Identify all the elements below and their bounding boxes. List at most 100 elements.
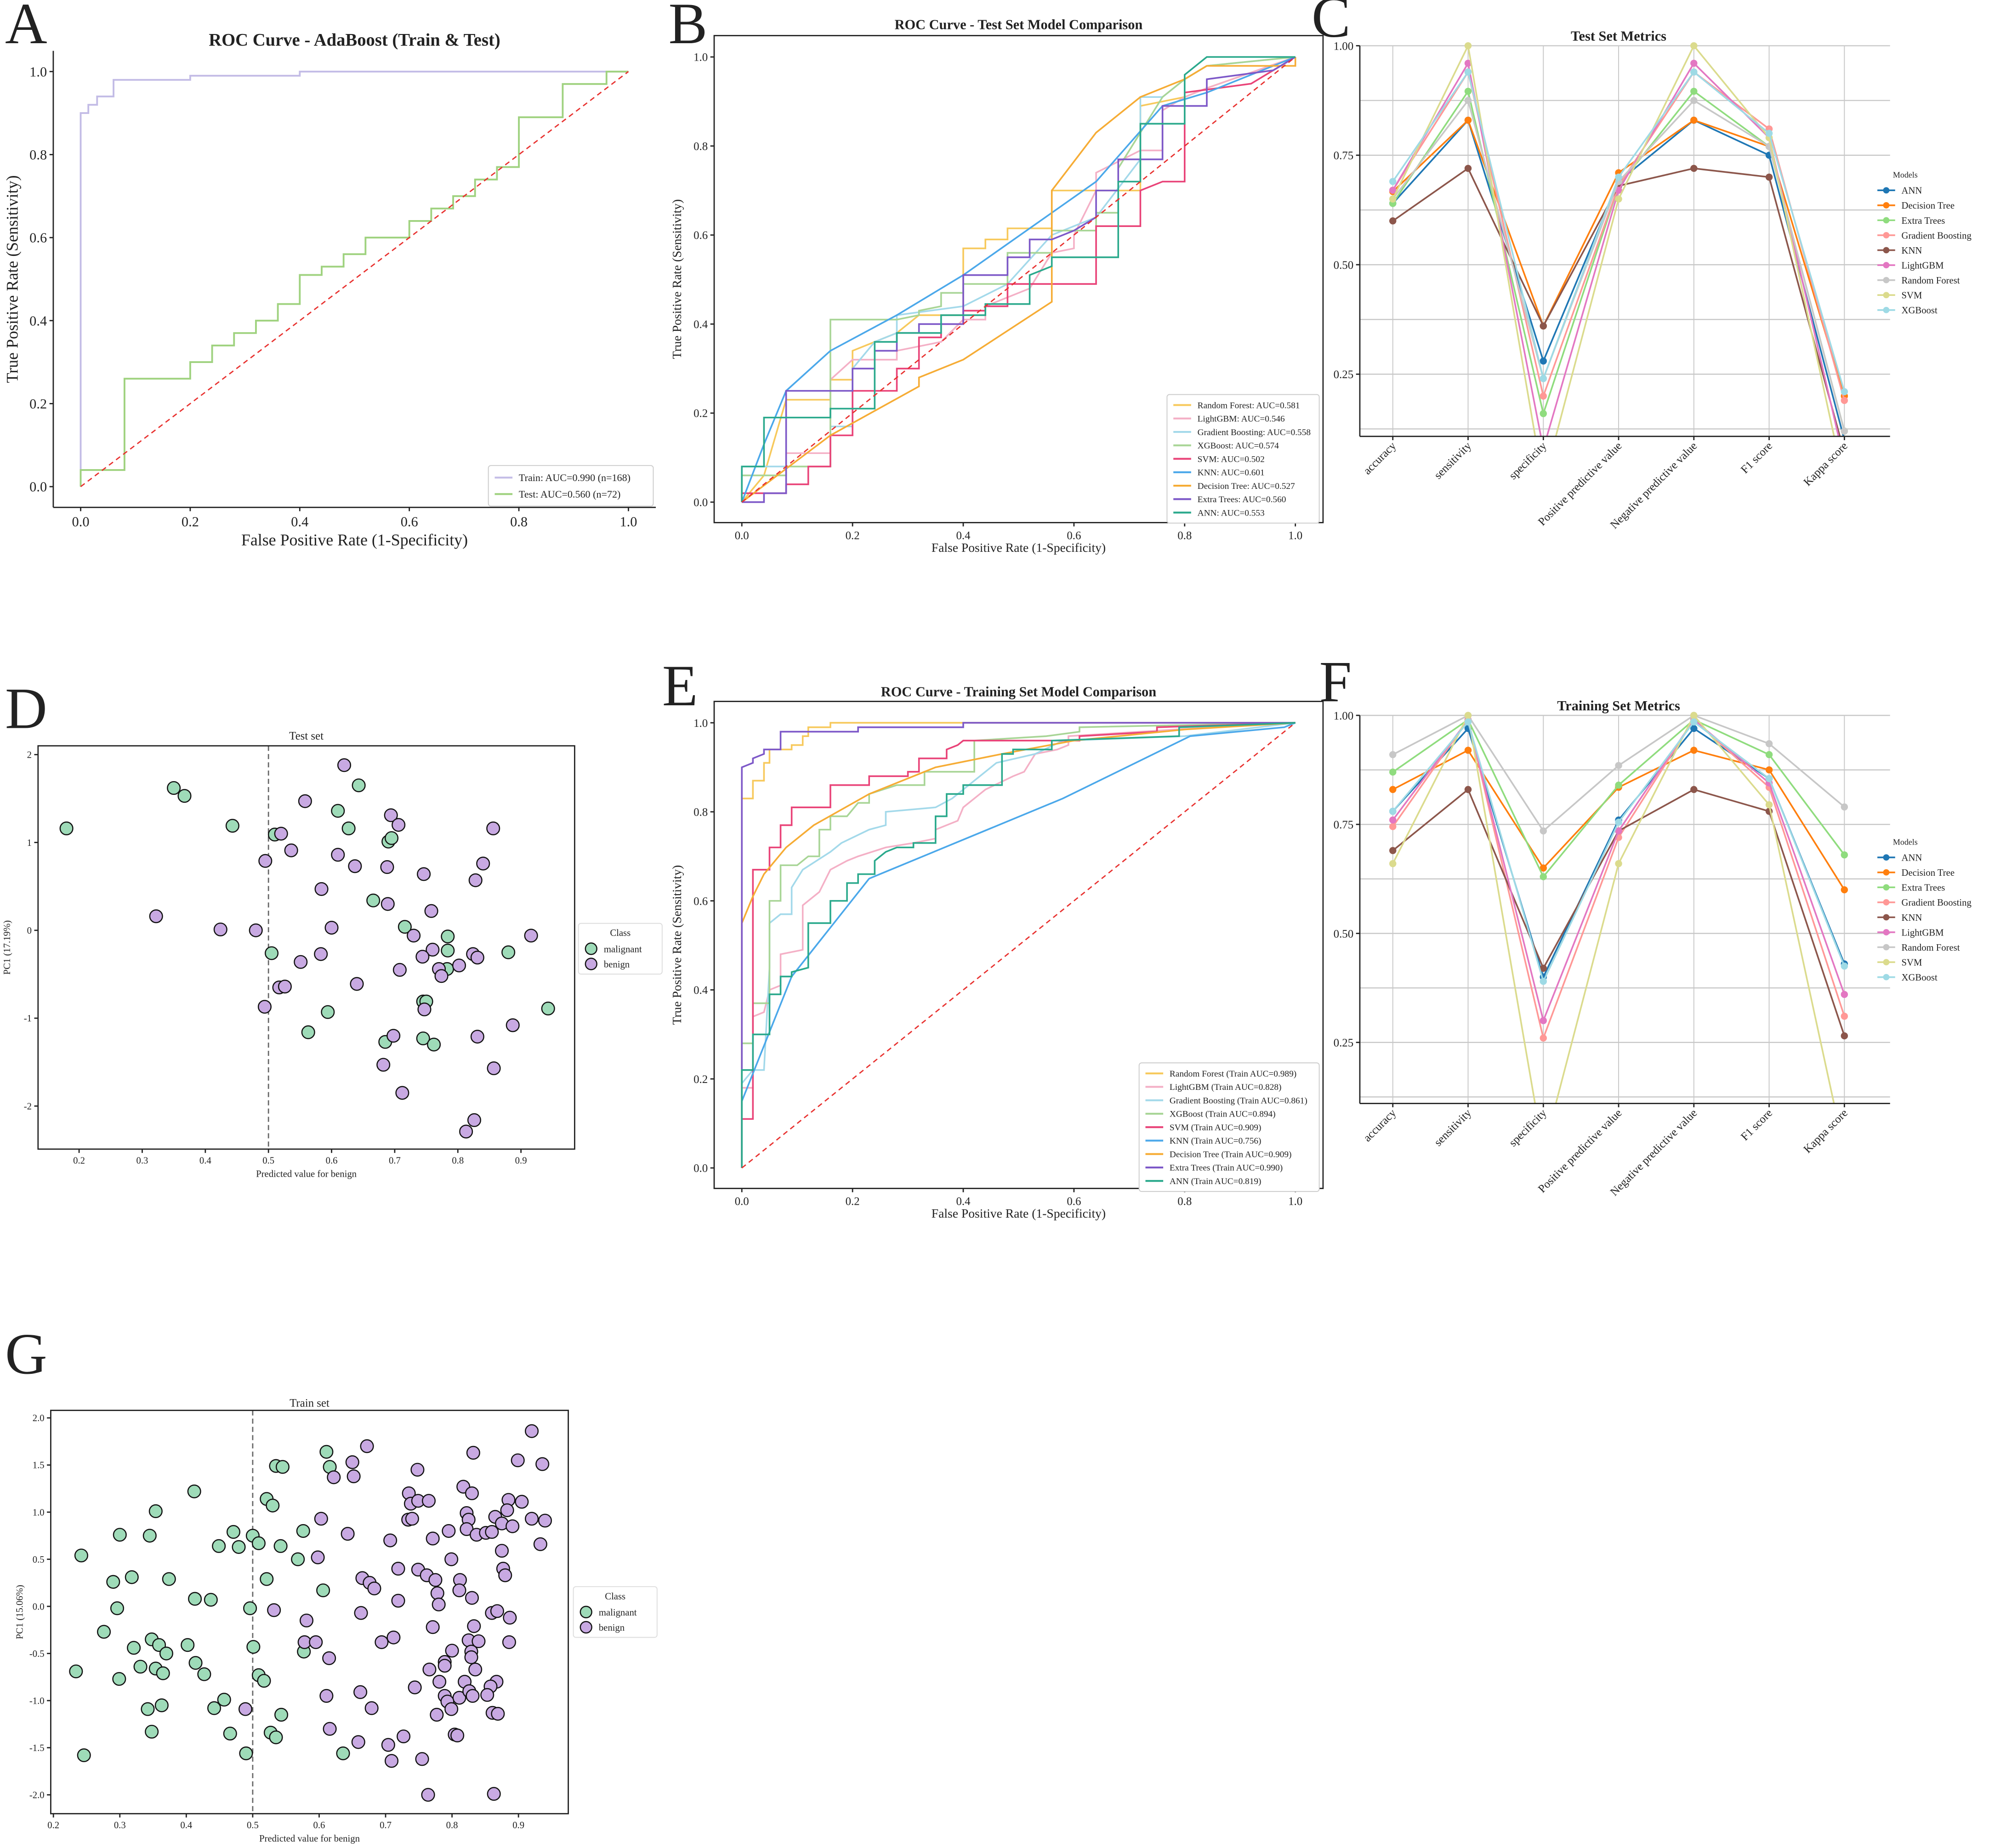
metric-point-decision-tree	[1464, 116, 1472, 124]
point-malignant	[212, 1539, 226, 1553]
metric-point-decision-tree	[1389, 786, 1397, 794]
x-tick-label: 0.4	[956, 529, 971, 542]
point-benign	[331, 848, 345, 862]
legend-label: Extra Trees	[1902, 883, 1945, 893]
point-malignant	[541, 1001, 555, 1016]
legend-marker	[1883, 232, 1890, 238]
x-tick-label: 0.0	[735, 1195, 749, 1207]
x-axis-label: Predicted value for benign	[259, 1834, 360, 1844]
roc-curve-svm	[741, 722, 1296, 1168]
y-tick-label: -1.0	[29, 1696, 45, 1706]
point-benign	[386, 1630, 401, 1644]
metric-point-decision-tree	[1464, 747, 1472, 754]
metric-point-lightgbm	[1841, 458, 1848, 465]
legend: Models ANN Decision Tree Extra Trees Gradien…	[1877, 837, 1972, 983]
y-tick-label: 0.6	[693, 229, 708, 242]
point-benign	[511, 1453, 525, 1468]
point-benign	[421, 1788, 435, 1802]
y-axis-label: True Positive Rate (Sensitivity)	[3, 175, 22, 383]
legend-label: Train: AUC=0.990 (n=168)	[519, 472, 631, 483]
point-benign	[314, 1512, 328, 1526]
panel-label: G	[5, 1322, 47, 1386]
point-benign	[468, 1662, 483, 1677]
point-benign	[415, 1752, 429, 1766]
point-benign	[348, 859, 362, 873]
point-malignant	[181, 1638, 195, 1652]
legend-label: Test: AUC=0.560 (n=72)	[519, 488, 620, 500]
point-benign	[238, 1702, 253, 1716]
x-axis-label: False Positive Rate (1-Specificity)	[932, 1206, 1106, 1220]
point-benign	[341, 1527, 355, 1541]
legend: Random Forest (Train AUC=0.989) LightGBM …	[1138, 1062, 1320, 1192]
point-benign	[480, 1688, 494, 1702]
point-benign	[426, 1620, 440, 1634]
metric-point-extra-trees	[1841, 851, 1848, 859]
point-malignant	[156, 1666, 170, 1680]
x-tick-label: 0.9	[512, 1820, 524, 1831]
y-tick-label: -2	[24, 1101, 32, 1111]
x-tick-label: 0.8	[446, 1820, 458, 1831]
x-tick-label: 0.3	[136, 1156, 148, 1166]
point-benign	[249, 923, 263, 937]
point-malignant	[441, 943, 455, 958]
point-benign	[444, 1552, 459, 1566]
legend-label: SVM	[1902, 291, 1922, 301]
legend-box	[578, 923, 663, 975]
metric-point-knn	[1690, 786, 1698, 794]
point-benign	[434, 969, 449, 983]
point-malignant	[177, 789, 192, 803]
chance-diagonal-line	[80, 71, 629, 488]
legend-label: KNN: AUC=0.601	[1198, 468, 1265, 478]
point-benign	[468, 873, 483, 887]
point-malignant	[188, 1656, 203, 1670]
point-benign	[503, 1610, 517, 1625]
point-benign	[506, 1018, 520, 1032]
point-malignant	[204, 1593, 218, 1607]
point-malignant	[187, 1484, 201, 1498]
legend-label: Random Forest (Train AUC=0.989)	[1170, 1069, 1296, 1079]
category-label: Negative predictive value	[1608, 1107, 1699, 1198]
point-benign	[535, 1457, 550, 1471]
x-tick-label: 0.6	[1067, 529, 1081, 542]
x-tick-label: 0.2	[73, 1156, 85, 1166]
point-malignant	[341, 821, 356, 835]
x-tick-label: 0.7	[389, 1156, 401, 1166]
point-benign	[467, 1619, 481, 1633]
metric-point-random-forest	[1615, 762, 1622, 769]
point-benign	[314, 947, 328, 961]
legend-marker	[1883, 944, 1890, 951]
point-benign	[380, 860, 394, 874]
point-benign	[452, 1583, 466, 1598]
y-tick-label: 0.8	[693, 140, 708, 153]
legend-box	[573, 1586, 658, 1638]
y-tick-label: 1.0	[693, 51, 708, 64]
point-malignant	[316, 1583, 330, 1598]
legend-label: benign	[604, 959, 630, 969]
legend-marker	[1883, 292, 1890, 299]
x-tick-label: 0.8	[510, 514, 528, 530]
y-axis-label: PC1 (17.19%)	[2, 920, 12, 975]
legend: Class malignant benign	[573, 1586, 658, 1638]
metric-point-lightgbm	[1841, 991, 1848, 998]
metric-point-xgboost	[1464, 68, 1472, 76]
legend-label: XGBoost	[1902, 973, 1938, 983]
x-tick-label: 0.5	[247, 1820, 259, 1831]
point-malignant	[296, 1524, 310, 1538]
x-tick-label: 0.5	[262, 1156, 274, 1166]
roc-curve-random	[741, 722, 1296, 1168]
y-axis-label: True Positive Rate (Sensitivity)	[670, 865, 684, 1025]
legend-label: ANN	[1902, 186, 1922, 196]
point-benign	[476, 856, 490, 871]
point-malignant	[188, 1592, 202, 1606]
chart-title: Training Set Metrics	[1557, 698, 1680, 714]
point-benign	[391, 1562, 405, 1576]
point-malignant	[321, 1005, 335, 1019]
point-benign	[410, 1463, 425, 1477]
metric-point-xgboost	[1389, 808, 1397, 815]
legend-label: Decision Tree (Train AUC=0.909)	[1170, 1150, 1292, 1159]
point-malignant	[145, 1724, 159, 1739]
legend-label: LightGBM	[1902, 261, 1944, 271]
point-benign	[524, 929, 538, 943]
point-malignant	[366, 893, 381, 907]
point-malignant	[106, 1575, 120, 1589]
